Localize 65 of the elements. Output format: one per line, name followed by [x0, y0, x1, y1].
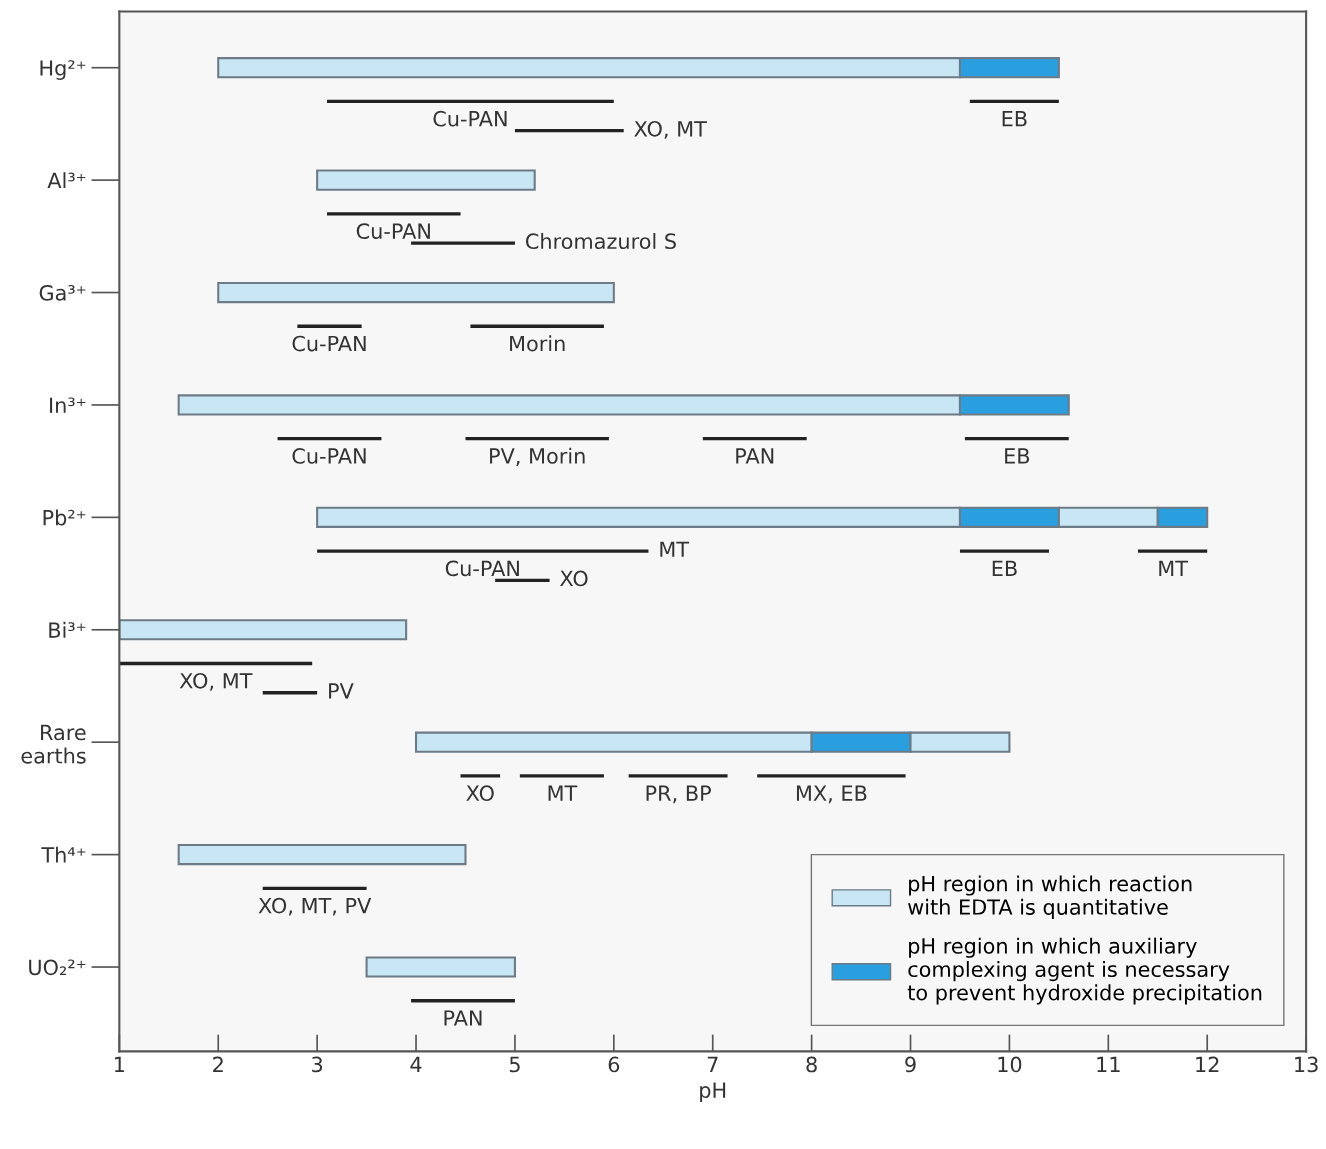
- x-tick-label: 2: [213, 1056, 223, 1073]
- y-tick-label: Ga³⁺: [39, 284, 86, 301]
- data-label: Cu-PAN: [445, 560, 519, 577]
- annotation: MT: [660, 541, 690, 557]
- bar: [460, 774, 501, 778]
- data-label: EB: [1005, 448, 1030, 464]
- y-tick-label: Pb²⁺: [43, 509, 86, 526]
- data-label: XO: [560, 570, 588, 587]
- x-tick-label: 9: [905, 1056, 916, 1073]
- data-label: Morin: [510, 335, 565, 352]
- bar: [1137, 549, 1208, 553]
- bar: [316, 169, 536, 191]
- x-axis-title: pH: [700, 1082, 726, 1103]
- bar: [177, 844, 467, 866]
- bar: [217, 281, 615, 304]
- x-tick-label: 5: [509, 1056, 520, 1073]
- data-label: Chromazurol S: [525, 232, 676, 250]
- bar: [959, 549, 1049, 553]
- bar: [297, 324, 362, 328]
- x-tick-label: 3: [312, 1056, 323, 1073]
- data-label: PV, Morin: [490, 447, 585, 466]
- x-tick-label: 8: [806, 1056, 817, 1073]
- data-label: XO, MT, PV: [258, 897, 372, 916]
- y-tick-label: Hg²⁺: [40, 60, 86, 80]
- bar: [519, 774, 604, 778]
- y-tick-label: Bi³⁺: [49, 621, 86, 638]
- x-tick-label: 13: [1295, 1056, 1318, 1073]
- data-label: PR, BP: [646, 785, 711, 804]
- bar: [628, 774, 728, 778]
- data-label: MX, EB: [796, 785, 867, 804]
- data-label: PAN: [444, 1010, 482, 1026]
- y-tick-label: UO₂²⁺: [29, 959, 86, 976]
- x-tick-label: 1: [115, 1056, 125, 1073]
- data-label: MT: [548, 785, 578, 801]
- y-tick-label: Th⁴⁺: [41, 846, 86, 863]
- x-tick-label: 10: [998, 1056, 1022, 1073]
- bar: [757, 774, 906, 778]
- bar: [327, 212, 461, 216]
- y-tick-label: Al³⁺: [47, 172, 86, 189]
- x-tick-label: 4: [410, 1056, 422, 1073]
- data-label: Cu-PAN: [292, 448, 366, 464]
- x-tick-label: 6: [608, 1056, 620, 1073]
- bar: [317, 549, 649, 553]
- data-label: Cu-PAN: [433, 110, 507, 127]
- data-label: XO, MT: [634, 120, 707, 139]
- data-label: XO: [466, 785, 494, 802]
- bar: [411, 241, 515, 245]
- bar: [119, 619, 408, 641]
- y-tick-label: Rare earths: [21, 724, 86, 764]
- y-tick-label: In³⁺: [50, 397, 86, 413]
- data-label: PV: [329, 683, 354, 699]
- x-tick-label: 12: [1196, 1056, 1219, 1073]
- x-tick-label: 7: [707, 1056, 718, 1073]
- data-label: PAN: [736, 448, 774, 464]
- data-label: Cu-PAN: [292, 335, 366, 352]
- data-label: XO, MT: [179, 672, 253, 691]
- legend-label: pH region in which auxiliary complexing agent is necessary to prevent hydroxide precipitation: [907, 937, 1262, 1005]
- bar: [365, 956, 516, 978]
- data-label: EB: [1002, 111, 1027, 127]
- data-label: Cu-PAN: [356, 223, 430, 239]
- x-tick-label: 11: [1097, 1056, 1120, 1073]
- bar: [495, 578, 550, 582]
- legend-label: pH region in which reaction with EDTA is quantitative: [908, 875, 1192, 919]
- data-label: MT: [1159, 560, 1189, 576]
- data-label: EB: [992, 560, 1017, 576]
